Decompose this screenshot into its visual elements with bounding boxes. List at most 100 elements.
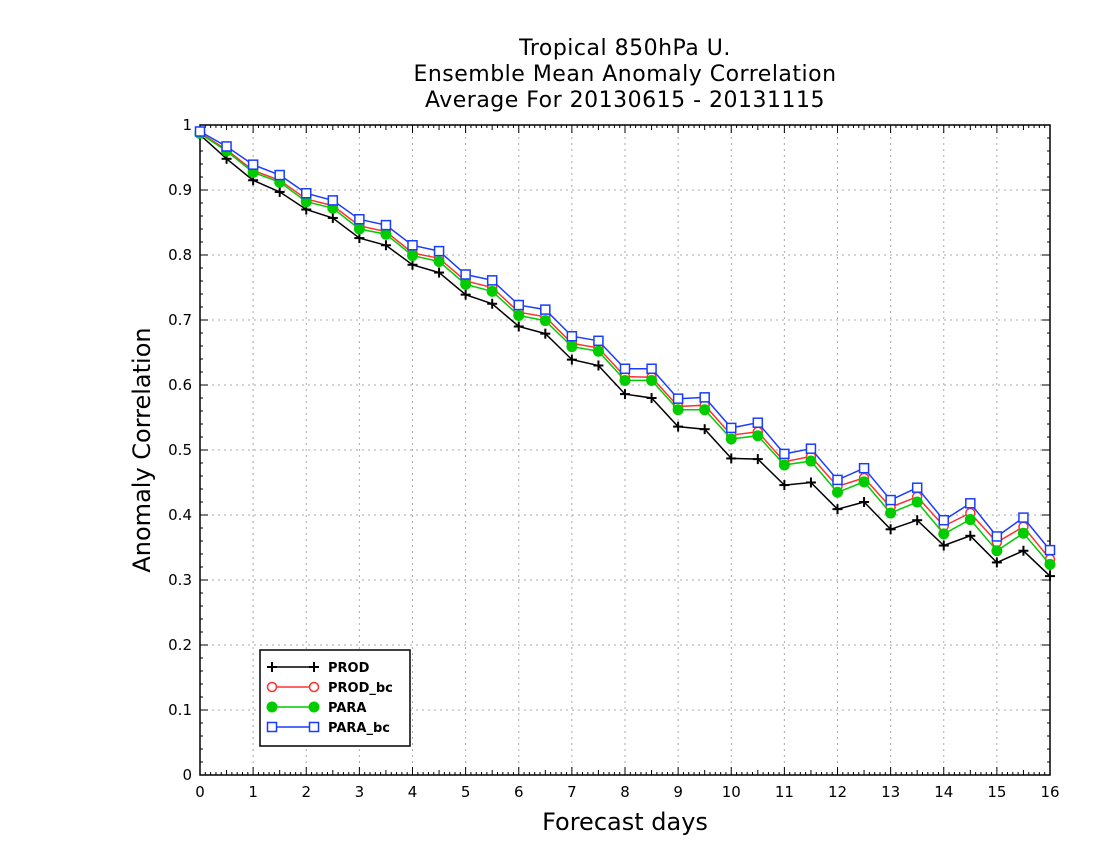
marker-square	[726, 422, 737, 434]
data-point	[407, 259, 418, 270]
marker-square	[911, 482, 923, 493]
chart-title-line-2: Ensemble Mean Anomaly Correlation	[413, 62, 837, 87]
x-tick-label: 0	[195, 783, 205, 801]
marker-square	[566, 331, 578, 342]
chart-title-line-3: Average For 20130615 - 20131115	[424, 88, 826, 113]
marker-square	[308, 721, 320, 733]
x-tick-label: 10	[722, 783, 741, 801]
data-point	[912, 515, 923, 526]
series-line	[199, 130, 1051, 551]
data-point	[938, 528, 950, 540]
data-point	[699, 424, 710, 435]
data-point	[460, 289, 471, 300]
marker-square	[274, 169, 285, 181]
marker-dot	[646, 374, 658, 386]
data-point	[486, 275, 498, 286]
data-point	[593, 335, 604, 347]
data-point	[832, 474, 843, 486]
data-point	[805, 443, 817, 454]
x-tick-label: 1	[248, 783, 258, 801]
legend-entry-para-bc: PARA_bc	[266, 721, 390, 736]
y-tick-label: 0.2	[168, 636, 192, 654]
y-tick-label: 0.4	[168, 506, 192, 524]
marker-square	[885, 494, 896, 506]
data-point	[1044, 544, 1056, 556]
data-point	[539, 315, 551, 327]
data-point	[778, 459, 790, 471]
y-tick-label: 1	[182, 116, 192, 134]
data-point	[460, 269, 471, 280]
marker-dot	[1017, 527, 1029, 539]
marker-square	[301, 188, 312, 199]
x-tick-label: 14	[934, 783, 953, 801]
legend-marker-right	[308, 721, 320, 733]
data-point	[434, 267, 445, 278]
data-point	[540, 304, 551, 315]
data-point	[726, 453, 737, 464]
legend-label: PROD	[328, 661, 370, 676]
marker-dot	[991, 545, 1003, 557]
marker-square	[965, 498, 976, 509]
data-point	[460, 278, 472, 290]
data-point	[619, 363, 631, 374]
x-tick-label: 12	[828, 783, 847, 801]
data-point	[991, 531, 1003, 542]
data-point	[1018, 512, 1029, 523]
data-point	[752, 430, 764, 442]
marker-square	[460, 269, 471, 280]
data-point	[327, 212, 338, 223]
data-point	[779, 448, 790, 460]
marker-square	[832, 474, 843, 486]
marker-dot	[699, 404, 711, 416]
data-point	[513, 309, 525, 321]
marker-square	[433, 245, 445, 257]
data-point	[513, 321, 524, 332]
marker-dot	[672, 404, 684, 416]
y-tick-label: 0.5	[168, 441, 192, 459]
legend-entry-prod-bc: PROD_bc	[266, 681, 393, 696]
data-point	[592, 345, 604, 357]
x-tick-label: 15	[987, 783, 1006, 801]
marker-dot	[805, 455, 817, 467]
data-point	[487, 298, 498, 309]
data-point	[646, 393, 657, 403]
marker-dot	[308, 701, 320, 713]
data-point	[991, 557, 1002, 568]
data-point	[779, 480, 790, 491]
marker-square	[486, 275, 498, 286]
data-point	[274, 186, 285, 197]
data-point	[380, 240, 391, 251]
y-tick-label: 0	[182, 766, 192, 784]
marker-dot	[486, 285, 498, 297]
data-point	[566, 354, 577, 365]
marker-dot	[433, 256, 445, 267]
data-point	[593, 360, 604, 371]
marker-square	[805, 443, 817, 454]
y-tick-label: 0.9	[168, 181, 192, 199]
legend-marker-left	[266, 681, 278, 693]
data-point	[433, 245, 445, 257]
marker-square	[354, 214, 365, 225]
marker-square	[593, 335, 604, 347]
marker-square	[194, 126, 206, 137]
data-point	[699, 392, 710, 403]
legend-label: PARA	[328, 701, 366, 716]
marker-square	[938, 514, 949, 526]
marker-dot	[938, 528, 950, 540]
x-tick-label: 13	[881, 783, 900, 801]
x-tick-label: 11	[775, 783, 794, 801]
data-point	[858, 462, 870, 474]
marker-circle	[308, 681, 320, 693]
marker-square	[513, 299, 524, 311]
data-point	[407, 250, 418, 262]
legend-box	[259, 649, 411, 747]
marker-square	[266, 721, 278, 733]
x-tick-label: 2	[301, 783, 311, 801]
marker-square	[247, 159, 259, 170]
data-point	[805, 477, 816, 488]
legend-marker-right	[308, 701, 320, 713]
data-point	[858, 476, 870, 488]
x-tick-label: 5	[461, 783, 471, 801]
marker-dot	[592, 345, 604, 357]
axes: 0 1 2 3 4 5 6 7 8 9 10 11 12 13 14 15 1600.10.20.30.40.5…	[168, 116, 1059, 801]
